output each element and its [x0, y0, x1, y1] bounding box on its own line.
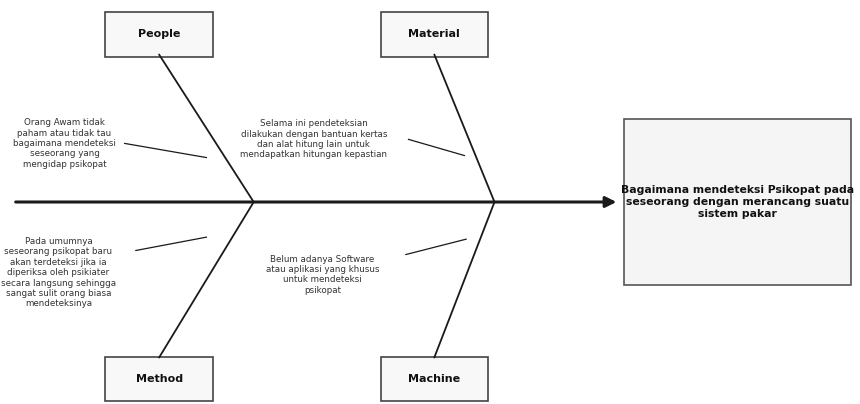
Text: Bagaimana mendeteksi Psikopat pada
seseorang dengan merancang suatu
sistem pakar: Bagaimana mendeteksi Psikopat pada seseo…	[621, 185, 854, 219]
Text: People: People	[138, 29, 181, 39]
Text: Belum adanya Software
atau aplikasi yang khusus
untuk mendeteksi
psikopat: Belum adanya Software atau aplikasi yang…	[266, 255, 379, 295]
Text: Material: Material	[408, 29, 460, 39]
FancyBboxPatch shape	[105, 357, 213, 401]
FancyBboxPatch shape	[105, 12, 213, 57]
FancyBboxPatch shape	[624, 119, 851, 285]
FancyBboxPatch shape	[380, 12, 488, 57]
FancyBboxPatch shape	[380, 357, 488, 401]
Text: Pada umumnya
seseorang psikopat baru
akan terdeteksi jika ia
diperiksa oleh psik: Pada umumnya seseorang psikopat baru aka…	[1, 237, 116, 308]
Text: Orang Awam tidak
paham atau tidak tau
bagaimana mendeteksi
seseorang yang
mengid: Orang Awam tidak paham atau tidak tau ba…	[13, 118, 116, 169]
Text: Selama ini pendeteksian
dilakukan dengan bantuan kertas
dan alat hitung lain unt: Selama ini pendeteksian dilakukan dengan…	[241, 119, 387, 160]
Text: Machine: Machine	[408, 374, 460, 384]
Text: Method: Method	[136, 374, 182, 384]
